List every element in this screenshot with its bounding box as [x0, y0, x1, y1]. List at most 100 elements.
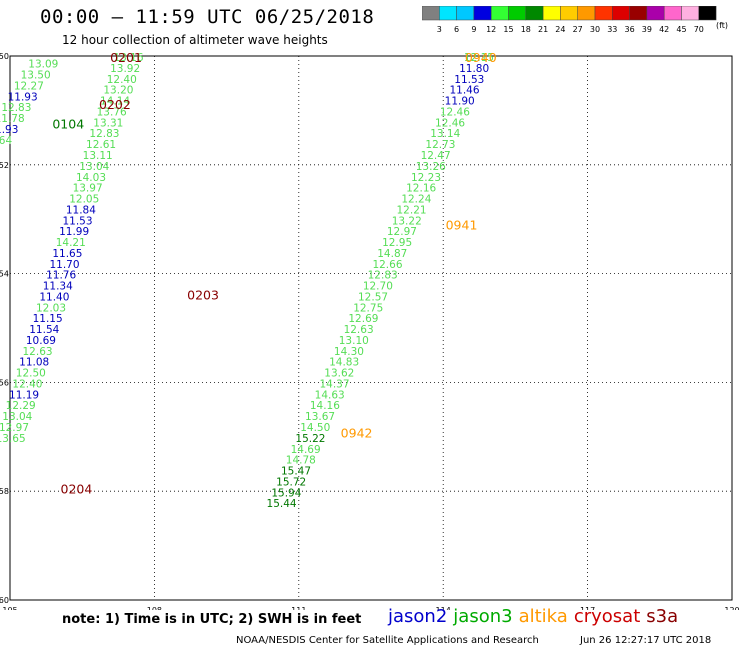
wave-height-value: 12.97	[387, 226, 417, 238]
wave-height-value: 13.11	[83, 150, 113, 162]
latitude-label: -54	[0, 270, 9, 279]
longitude-label: 105	[2, 606, 17, 610]
wave-height-value: 12.46	[440, 106, 470, 118]
wave-height-value: 11.80	[459, 63, 489, 75]
wave-height-value: 12.97	[0, 422, 29, 434]
wave-height-value: 12.70	[363, 281, 393, 293]
timestamp: Jun 26 12:27:17 UTC 2018	[580, 635, 712, 646]
color-scale-label: 3	[437, 25, 442, 34]
wave-height-map: 105 108 111 114 117 120 -50 -52 -54 -56 -58 -60 13.0…	[0, 50, 740, 610]
wave-height-value: 12.47	[421, 150, 451, 162]
wave-height-value: 12.64	[0, 135, 12, 147]
wave-height-value: 13.09	[28, 59, 58, 71]
pass-time-label: 0104	[52, 116, 84, 131]
wave-height-value: 14.03	[76, 172, 106, 184]
wave-height-value: 12.63	[23, 346, 53, 358]
wave-height-value: 12.95	[382, 237, 412, 249]
color-scale-label: 9	[471, 25, 476, 34]
credit-line: NOAA/NESDIS Center for Satellite Applica…	[236, 635, 539, 646]
wave-height-value: 12.75	[353, 302, 383, 314]
wave-height-value: 12.23	[411, 172, 441, 184]
wave-height-value: 14.83	[329, 357, 359, 369]
latitude-label: -50	[0, 52, 9, 61]
wave-height-value: 14.16	[310, 400, 340, 412]
wave-height-value: 13.65	[0, 433, 26, 445]
color-scale-label: 15	[503, 25, 513, 34]
pass-time-label: 0940	[465, 50, 497, 65]
wave-height-value: 12.29	[6, 400, 36, 412]
wave-height-value: 14.21	[56, 237, 86, 249]
wave-height-value: 15.94	[271, 487, 301, 499]
wave-height-value: 14.78	[286, 455, 316, 467]
page-subtitle: 12 hour collection of altimeter wave hei…	[62, 33, 328, 47]
wave-height-value: 15.72	[276, 476, 306, 488]
wave-height-value: 11.53	[62, 215, 92, 227]
wave-height-value: 12.24	[401, 194, 431, 206]
wave-height-value: 14.63	[315, 389, 345, 401]
wave-height-value: 13.22	[392, 215, 422, 227]
wave-height-value: 12.83	[368, 270, 398, 282]
wave-height-value: 14.14	[100, 96, 130, 108]
wave-height-value: 13.97	[73, 183, 103, 195]
footnote: note: 1) Time is in UTC; 2) SWH is in fe…	[62, 612, 362, 627]
wave-height-value: 13.10	[339, 335, 369, 347]
wave-height-value: 13.04	[2, 411, 32, 423]
wave-height-value: 13.62	[324, 368, 354, 380]
wave-height-value: 12.50	[16, 368, 46, 380]
units-label: (ft)	[716, 21, 729, 30]
latitude-label: -58	[0, 487, 9, 496]
pass-time-label: 0941	[446, 218, 478, 233]
color-scale-label: 27	[573, 25, 583, 34]
pass-time-label: 0204	[61, 481, 93, 496]
wave-height-value: 12.46	[435, 117, 465, 129]
wave-height-value: 11.78	[0, 113, 25, 125]
wave-height-value: 12.66	[372, 259, 402, 271]
wave-height-value: 11.54	[29, 324, 59, 336]
latitude-label: -56	[0, 378, 9, 387]
color-scale-bar: 3 6 9 12 15 18 21 24 27 30 33 36 39 42 45 70	[422, 6, 717, 34]
pass-time-label: 0201	[110, 50, 142, 65]
wave-height-value: 12.83	[89, 128, 119, 140]
color-scale-label: 12	[486, 25, 496, 34]
wave-height-value: 11.70	[49, 259, 79, 271]
wave-height-value: 12.63	[344, 324, 374, 336]
pass-time-label: 0202	[99, 97, 131, 112]
pass-time-label: 0942	[341, 425, 373, 440]
map-frame	[9, 55, 733, 601]
color-scale-label: 24	[555, 25, 565, 34]
wave-height-value: 12.21	[397, 204, 427, 216]
wave-height-value: 11.15	[33, 313, 63, 325]
wave-height-value: 13.50	[21, 69, 51, 81]
color-scale-label: 33	[607, 25, 617, 34]
wave-height-value: 14.50	[300, 422, 330, 434]
wave-height-value: 13.26	[416, 161, 446, 173]
wave-height-value: 13.16	[113, 52, 143, 64]
color-scale-label: 36	[625, 25, 635, 34]
wave-height-value: 11.99	[59, 226, 89, 238]
wave-height-value: 15.22	[295, 433, 325, 445]
color-scale-label: 45	[676, 25, 686, 34]
wave-height-value: 14.37	[319, 378, 349, 390]
wave-height-value: 12.73	[425, 139, 455, 151]
wave-height-value: 11.40	[39, 291, 69, 303]
wave-height-value: 11.53	[454, 74, 484, 86]
wave-height-value: 11.19	[9, 389, 39, 401]
longitude-label: 111	[291, 606, 306, 610]
satellite-legend: jason2 jason3 altika cryosat s3a	[388, 606, 684, 627]
wave-height-value: 12.05	[69, 194, 99, 206]
color-scale-label: 6	[454, 25, 459, 34]
wave-height-value: 15.44	[267, 498, 297, 510]
wave-height-value: 11.93	[8, 91, 38, 103]
wave-height-value: 13.67	[305, 411, 335, 423]
color-scale-label: 30	[590, 25, 600, 34]
wave-height-value: 13.14	[430, 128, 460, 140]
legend-item-altika: altika	[518, 606, 568, 627]
longitude-label: 117	[580, 606, 595, 610]
wave-height-value: 12.15	[464, 52, 494, 64]
wave-height-value: 11.34	[43, 281, 73, 293]
longitude-label: 120	[724, 606, 739, 610]
wave-height-value: 11.84	[66, 204, 96, 216]
wave-height-value: 12.03	[36, 302, 66, 314]
wave-height-value: 12.57	[358, 291, 388, 303]
wave-height-value: 10.69	[26, 335, 56, 347]
